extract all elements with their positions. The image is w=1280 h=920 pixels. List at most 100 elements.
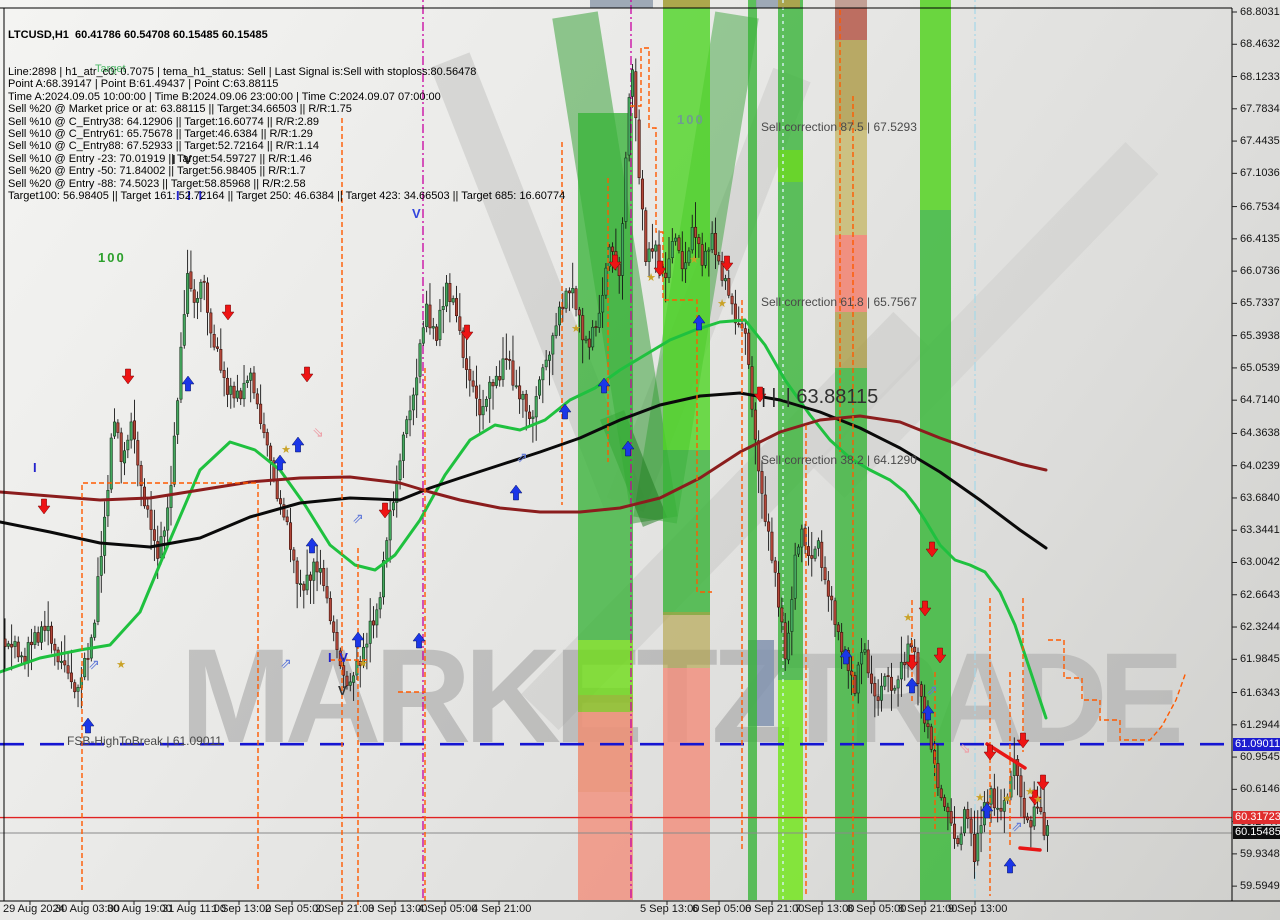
star-icon[interactable]: ★ [1002, 793, 1012, 805]
sell-correction-875-label[interactable]: Sell correction 87.5 | 67.5293 [761, 120, 917, 134]
y-axis-label: 67.78340 [1240, 102, 1280, 115]
buy-arrow-icon[interactable] [839, 648, 853, 665]
hollow-down-arrow-icon[interactable]: ⇘ [959, 740, 971, 756]
star-icon[interactable]: ★ [116, 659, 126, 671]
sell-arrow-icon[interactable] [1036, 774, 1050, 791]
candle-down [464, 358, 468, 370]
wave-count-label[interactable]: 100 [677, 112, 705, 127]
sell-correction-618-label[interactable]: Sell correction 61.8 | 65.7567 [761, 295, 917, 309]
sell-arrow-icon[interactable] [608, 254, 622, 271]
sell-arrow-icon[interactable] [925, 541, 939, 558]
hollow-down-arrow-icon[interactable]: ⇘ [312, 424, 324, 440]
hollow-up-arrow-icon[interactable]: ⇗ [1011, 818, 1023, 834]
star-icon[interactable]: ★ [717, 298, 727, 310]
trailing-stop-segment[interactable] [630, 47, 712, 593]
buy-arrow-icon[interactable] [509, 484, 523, 501]
candle-down [929, 726, 933, 750]
buy-arrow-icon[interactable] [621, 440, 635, 457]
star-icon[interactable]: ★ [903, 612, 913, 624]
sell-arrow-icon[interactable] [653, 260, 667, 277]
buy-arrow-icon[interactable] [351, 631, 365, 648]
trailing-stop-segment[interactable] [1048, 639, 1187, 741]
buy-arrow-icon[interactable] [181, 375, 195, 392]
sell-correction-382-label[interactable]: Sell correction 38.2 | 64.1290 [761, 453, 917, 467]
sell-arrow-icon[interactable] [37, 498, 51, 515]
wave-count-label[interactable]: I V [172, 152, 194, 167]
sell-arrow-icon[interactable] [720, 255, 734, 272]
buy-arrow-icon[interactable] [597, 377, 611, 394]
star-icon[interactable]: ★ [975, 792, 985, 804]
star-icon[interactable]: ★ [646, 272, 656, 284]
sell-arrow-icon[interactable] [378, 502, 392, 519]
hollow-up-arrow-icon[interactable]: ⇗ [88, 656, 100, 672]
object-lines-layer[interactable] [0, 0, 1232, 900]
sell-arrow-icon[interactable] [1016, 732, 1030, 749]
buy-arrow-icon[interactable] [905, 677, 919, 694]
candle-down [969, 818, 973, 834]
sell-arrow-icon[interactable] [221, 304, 235, 321]
star-icon[interactable]: ★ [571, 323, 581, 335]
candle-down [939, 788, 943, 799]
fsb-high-to-break-label[interactable]: FSB-HighToBreak | 61.09011 [67, 734, 222, 748]
buy-arrow-icon[interactable] [291, 436, 305, 453]
buy-arrow-icon[interactable] [273, 454, 287, 471]
hollow-up-arrow-icon[interactable]: ⇗ [926, 682, 938, 698]
star-icon[interactable]: ★ [1033, 794, 1043, 806]
candle-down [10, 643, 14, 648]
candle-up [547, 354, 551, 361]
candle-down [810, 555, 814, 559]
sell-arrow-icon[interactable] [983, 744, 997, 761]
sell-arrow-icon[interactable] [905, 654, 919, 671]
wave-count-label[interactable]: 100 [98, 250, 126, 265]
wave-count-label[interactable]: V [412, 206, 423, 221]
candle-up [401, 434, 405, 461]
buy-arrow-icon[interactable] [81, 717, 95, 734]
wave-count-label[interactable]: V [338, 683, 349, 698]
ma-mid-line [0, 391, 1048, 550]
candle-up [176, 400, 180, 435]
sell-arrow-icon[interactable] [918, 600, 932, 617]
trend-lines-layer[interactable] [985, 742, 1042, 852]
info-line: Target100: 56.98405 || Target 161: 52.72… [8, 190, 566, 203]
sell-trend-line[interactable] [985, 742, 1027, 770]
candle-down [657, 244, 661, 264]
candle-up [856, 664, 860, 694]
buy-arrow-icon[interactable] [412, 632, 426, 649]
wave-count-label[interactable]: I V [328, 650, 350, 665]
hollow-up-arrow-icon[interactable]: ⇗ [280, 655, 292, 671]
candle-down [295, 560, 299, 584]
wave-count-label[interactable]: I [33, 460, 39, 475]
star-icon[interactable]: ★ [689, 254, 699, 266]
candle-down [222, 370, 226, 378]
hollow-up-arrow-icon[interactable]: ⇗ [352, 510, 364, 526]
buy-arrow-icon[interactable] [980, 802, 994, 819]
buy-arrow-icon[interactable] [692, 314, 706, 331]
trailing-stop-segment[interactable] [81, 482, 259, 890]
point-c-price-label[interactable]: | 63.88115 [763, 386, 879, 409]
hollow-up-arrow-icon[interactable]: ⇗ [516, 449, 528, 465]
sell-arrow-icon[interactable] [460, 324, 474, 341]
star-icon[interactable]: ★ [281, 444, 291, 456]
sell-arrow-icon[interactable] [121, 368, 135, 385]
star-icon[interactable]: ★ [358, 658, 368, 670]
sell-arrow-icon[interactable] [933, 647, 947, 664]
zone-band [663, 612, 710, 668]
signal-markers-layer[interactable]: ★★★★★★★★★ ★★★⇗ ⇗⇗⇗⇗⇗⇘⇘ [37, 254, 1050, 874]
candle-down [202, 280, 206, 283]
support-stub-line[interactable] [1018, 846, 1042, 852]
sell-arrow-icon[interactable] [300, 366, 314, 383]
sell-arrow-icon[interactable] [1028, 789, 1042, 806]
candle-down [820, 541, 824, 568]
buy-arrow-icon[interactable] [558, 403, 572, 420]
buy-arrow-icon[interactable] [1003, 857, 1017, 874]
buy-arrow-icon[interactable] [305, 537, 319, 554]
candle-down [43, 625, 47, 631]
candle-down [498, 376, 502, 381]
candle-down [149, 509, 153, 530]
wave-count-label[interactable]: I I I [176, 188, 205, 203]
candle-up [33, 632, 37, 645]
buy-arrow-icon[interactable] [921, 704, 935, 721]
trailing-stop-layer[interactable] [81, 10, 1187, 905]
star-icon[interactable]: ★ [1025, 786, 1035, 798]
